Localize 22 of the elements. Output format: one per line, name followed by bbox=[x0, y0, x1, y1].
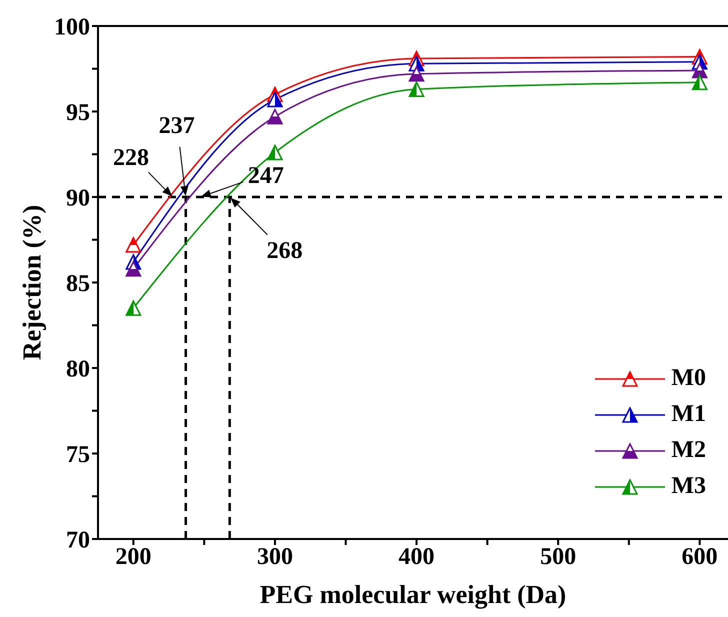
annotation: 247 bbox=[248, 163, 284, 189]
y-tick-label: 90 bbox=[66, 186, 90, 212]
y-tick-label: 85 bbox=[66, 271, 90, 298]
y-tick-label: 100 bbox=[54, 14, 90, 41]
x-tick-label: 600 bbox=[682, 544, 718, 570]
x-tick-label: 200 bbox=[115, 544, 152, 570]
annotation: 237 bbox=[158, 113, 195, 139]
y-tick-label: 80 bbox=[66, 356, 90, 383]
legend-label: M1 bbox=[671, 400, 706, 428]
legend-label: M0 bbox=[671, 364, 706, 392]
legend-label: M3 bbox=[671, 472, 706, 500]
y-axis-title: Rejection (%) bbox=[18, 204, 46, 360]
y-tick-label: 70 bbox=[66, 528, 90, 554]
x-tick-label: 400 bbox=[398, 544, 435, 570]
y-tick-label: 75 bbox=[66, 442, 90, 468]
x-tick-label: 300 bbox=[256, 544, 293, 570]
annotation: 228 bbox=[113, 145, 150, 171]
y-tick-label: 95 bbox=[66, 100, 90, 126]
x-axis-title: PEG molecular weight (Da) bbox=[260, 580, 566, 609]
x-tick-label: 500 bbox=[540, 544, 576, 570]
annotation: 268 bbox=[266, 238, 303, 264]
legend-label: M2 bbox=[671, 436, 706, 464]
